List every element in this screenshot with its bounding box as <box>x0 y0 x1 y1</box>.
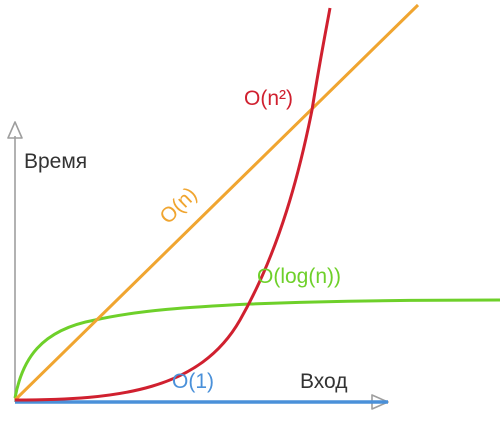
y-axis-label: Время <box>24 150 87 173</box>
series-line-on2 <box>14 7 332 402</box>
x-axis-label: Вход <box>300 370 348 393</box>
series-label-ologn: O(log(n)) <box>257 265 341 288</box>
y-axis-arrow <box>7 121 23 139</box>
series-label-on2: O(n²) <box>244 87 293 110</box>
series-label-o1: O(1) <box>172 370 214 393</box>
series-line-ologn <box>13 298 500 399</box>
series-line-on <box>13 3 420 402</box>
